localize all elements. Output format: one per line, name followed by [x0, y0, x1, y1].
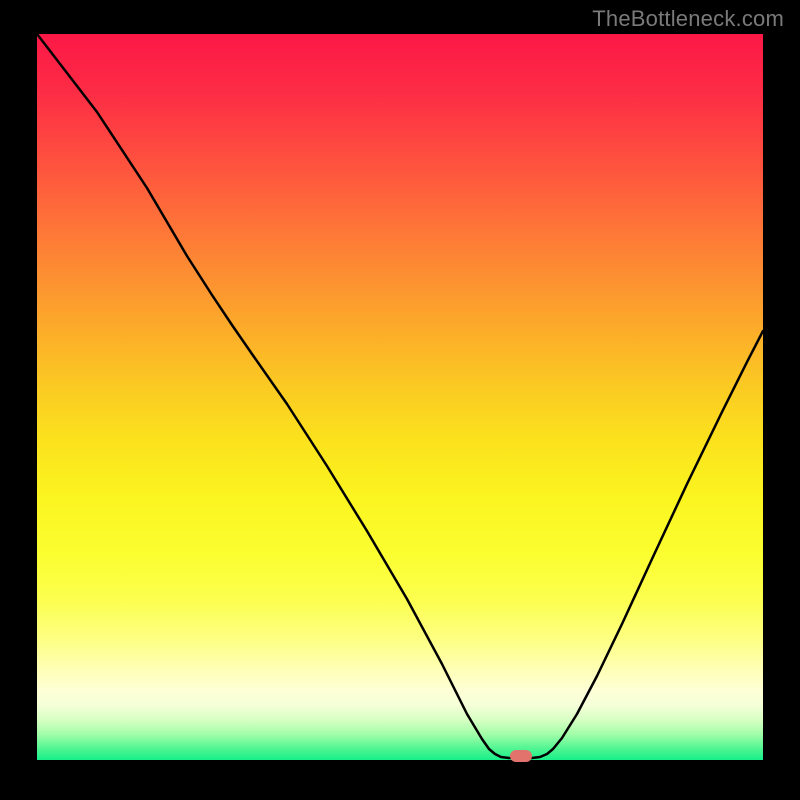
watermark-text: TheBottleneck.com [592, 6, 784, 32]
bottleneck-curve [37, 34, 763, 758]
optimal-point-marker [510, 750, 532, 762]
chart-plot-area [37, 34, 763, 760]
chart-curve-svg [37, 34, 763, 760]
